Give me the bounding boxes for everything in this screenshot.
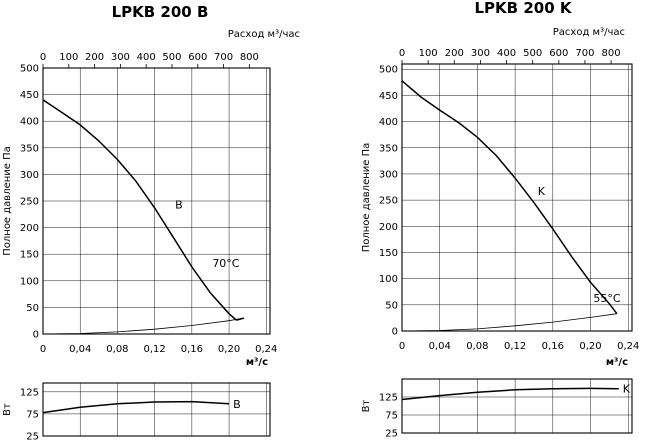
y-tick-label: 50 [26,303,39,314]
y-tick-label: 0 [392,327,398,338]
system-curve-line [401,313,617,332]
y-tick-label: 500 [20,64,39,75]
plot-frame [42,67,271,335]
x-tick-label: 0,12 [144,344,166,355]
x-tick-label: 0 [40,344,46,355]
x-tick-label: 0 [399,341,405,352]
top-tick-label: 800 [240,52,259,63]
power-y-axis-label: Вт [361,399,372,412]
y-tick-label: 200 [20,223,39,234]
power-y-tick-label: 75 [385,411,398,422]
x-tick-label: 0,24 [255,344,277,355]
power-y-tick-label: 75 [26,409,39,420]
x-axis-label: м³/с [246,357,268,368]
power-y-tick-label: 125 [20,387,39,398]
power-curve-label: B [233,398,241,411]
curve-annotation: 70°C [212,257,239,270]
y-tick-label: 250 [20,197,39,208]
x-tick-label: 0,12 [504,341,526,352]
y-tick-label: 400 [20,117,39,128]
top-tick-label: 700 [575,48,594,59]
top-tick-label: 0 [40,52,46,63]
power-curve-line [42,400,230,414]
y-tick-label: 50 [385,300,398,311]
power-y-axis-label: Вт [2,403,13,416]
x-tick-label: 0,20 [579,341,601,352]
x-tick-label: 0,04 [69,344,91,355]
curve-end-connector [236,317,245,321]
top-tick-label: 300 [471,48,490,59]
chart-title: LPKB 200 K [475,0,573,17]
top-tick-label: 800 [602,48,621,59]
top-tick-label: 600 [549,48,568,59]
top-tick-label: 300 [111,52,130,63]
y-tick-label: 450 [20,90,39,101]
y-tick-label: 400 [379,117,398,128]
y-tick-label: 250 [379,196,398,207]
y-tick-label: 350 [20,143,39,154]
x-tick-label: 0,04 [429,341,451,352]
x-tick-label: 0,20 [218,344,240,355]
chart-2: LPKB 200 K 0 0,04 0,08 0,12 0,16 0,20 0,24 0 50 10… [361,0,639,440]
y-tick-label: 150 [379,248,398,259]
plot-frame [401,63,633,332]
x-axis-label: м³/с [606,357,628,368]
y-axis-label: Полное давление Па [361,143,372,253]
curve-annotation: K [538,185,546,198]
fan-curve-line [42,99,237,321]
power-curve-line [401,387,619,401]
curve-annotation: 55°C [593,292,620,305]
top-tick-label: 500 [523,48,542,59]
chart-title: LPKB 200 B [112,3,209,21]
fan-curve-line [401,80,618,315]
top-tick-label: 200 [445,48,464,59]
x-tick-label: 0,16 [542,341,564,352]
y-tick-label: 0 [33,330,39,341]
top-tick-label: 0 [399,48,405,59]
top-tick-label: 100 [419,48,438,59]
power-frame [401,378,633,434]
top-tick-label: 100 [59,52,78,63]
top-tick-label: 400 [137,52,156,63]
y-tick-label: 100 [379,274,398,285]
power-frame [42,382,271,437]
x-tick-label: 0,16 [181,344,203,355]
y-tick-label: 200 [379,222,398,233]
y-tick-label: 350 [379,143,398,154]
x-tick-label: 0,08 [466,341,488,352]
system-curve-line [42,317,245,335]
chart-1: LPKB 200 B 0 0,04 0,08 0,12 0,16 0,20 0,24 0 50 10… [2,3,300,443]
top-tick-label: 500 [162,52,181,63]
top-axis-label: Расход м³/час [228,29,300,40]
y-tick-label: 450 [379,91,398,102]
top-tick-label: 400 [497,48,516,59]
power-y-tick-label: 25 [26,432,39,443]
curve-annotation: B [175,198,183,211]
power-y-tick-label: 125 [379,393,398,404]
y-tick-label: 500 [379,65,398,76]
power-curve-label: K [623,383,631,396]
power-subplot: 25 75 125 K Вт [361,378,633,440]
y-tick-label: 300 [379,169,398,180]
power-y-tick-label: 25 [385,429,398,440]
top-tick-label: 200 [85,52,104,63]
power-subplot: 25 75 125 B Вт [2,382,271,443]
top-tick-label: 700 [214,52,233,63]
y-tick-label: 150 [20,250,39,261]
y-tick-label: 100 [20,276,39,287]
y-axis-label: Полное давление Па [2,146,13,256]
y-tick-label: 300 [20,170,39,181]
x-tick-label: 0,08 [106,344,128,355]
x-tick-label: 0,24 [617,341,639,352]
top-axis-label: Расход м³/час [553,27,625,38]
top-tick-label: 600 [188,52,207,63]
